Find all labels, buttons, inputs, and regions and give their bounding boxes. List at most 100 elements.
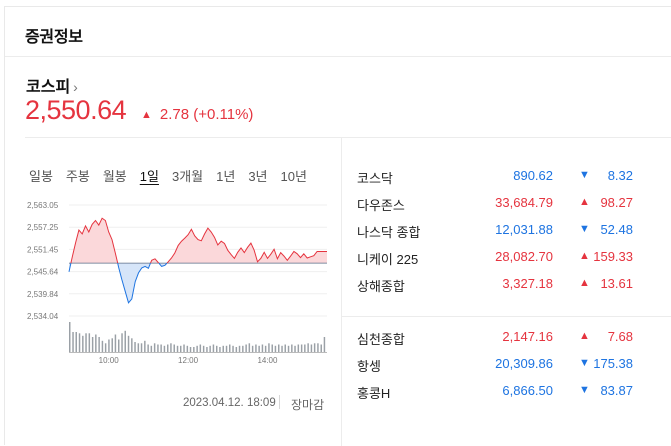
card-title: 증권정보 [25, 29, 83, 46]
volume-bar [167, 344, 169, 352]
volume-bar [251, 345, 254, 353]
volume-bar [131, 338, 133, 353]
down-triangle-icon: ▼ [579, 384, 590, 396]
volume-bar [222, 345, 224, 353]
volume-bar [72, 332, 74, 352]
volume-bar [137, 343, 140, 353]
volume-bar [144, 340, 146, 353]
market-row-hscei[interactable]: 홍콩H 6,866.50 ▼ 83.87 [357, 381, 657, 401]
volume-bar [160, 344, 162, 352]
market-value: 6,866.50 [502, 383, 553, 398]
chart-y-ticks: 2,563.05 2,557.25 2,551.45 2,545.64 2,539.84… [27, 201, 59, 321]
market-change: 159.33 [593, 249, 633, 264]
volume-bar [78, 333, 81, 353]
market-row-shenzhen[interactable]: 심천종합 2,147.16 ▲ 7.68 [357, 327, 657, 347]
section-divider [25, 137, 671, 138]
tab-daily-candle[interactable]: 일봉 [29, 169, 53, 184]
market-value: 890.62 [513, 168, 553, 183]
area-above-baseline [70, 218, 118, 264]
market-value: 2,147.16 [502, 329, 553, 344]
volume-bar [101, 340, 104, 353]
tab-3-months[interactable]: 3개월 [171, 169, 204, 184]
volume-bar [199, 344, 202, 352]
volume-bar [284, 344, 286, 352]
up-triangle-icon: ▲ [141, 109, 152, 121]
volume-bar [163, 345, 166, 353]
tab-weekly-candle[interactable]: 주봉 [65, 169, 90, 184]
volume-bar [216, 345, 218, 353]
timestamp: 2023.04.12. 18:09 [183, 397, 276, 409]
index-name-link[interactable]: 코스피 › [26, 73, 78, 97]
market-change: 52.48 [600, 222, 633, 237]
volume-bar [88, 333, 91, 353]
y-tick-label: 2,545.64 [27, 268, 59, 277]
volume-bar [287, 345, 290, 353]
market-row-hang-seng[interactable]: 항셍 20,309.86 ▼ 175.38 [357, 354, 657, 374]
volume-bar [307, 343, 309, 353]
index-name: 코스피 [26, 79, 71, 96]
volume-bar [91, 337, 94, 352]
volume-bar [173, 344, 175, 352]
market-row-shanghai[interactable]: 상해종합 3,327.18 ▲ 13.61 [357, 274, 657, 294]
volume-bar [278, 344, 280, 352]
down-triangle-icon: ▼ [579, 357, 590, 369]
chart-area-fill [69, 218, 327, 303]
tab-10-years[interactable]: 10년 [280, 169, 307, 184]
x-tick-label: 14:00 [257, 356, 278, 365]
market-change: 8.32 [607, 168, 633, 183]
volume-bar [114, 334, 117, 352]
column-divider [341, 138, 342, 446]
volume-bar [98, 337, 100, 352]
volume-bar [268, 343, 270, 353]
market-status: 장마감 [291, 398, 325, 412]
volume-bar [108, 339, 110, 352]
volume-bar [320, 344, 322, 352]
volume-bar [202, 345, 205, 353]
volume-bar [317, 343, 319, 353]
volume-bar [294, 345, 296, 353]
y-tick-label: 2,563.05 [27, 201, 59, 210]
tab-1-year[interactable]: 1년 [216, 169, 236, 184]
volume-bar [140, 343, 143, 353]
volume-bar [258, 345, 260, 353]
index-change-text: 2.78 (+0.11%) [159, 106, 254, 123]
volume-bar [124, 330, 126, 353]
market-name: 홍콩H [357, 386, 391, 401]
chart-line [68, 217, 327, 304]
volume-bar [170, 343, 172, 353]
market-change: 83.87 [600, 383, 633, 398]
volume-bar [127, 335, 130, 353]
intraday-chart: 2,563.05 2,557.25 2,551.45 2,545.64 2,539.84… [25, 193, 330, 368]
volume-bar [118, 339, 120, 352]
volume-bar [212, 344, 215, 352]
tab-1-day[interactable]: 1일 [139, 169, 159, 184]
volume-bar [121, 333, 123, 353]
volume-bar [323, 337, 326, 352]
volume-bar [297, 344, 300, 352]
stock-info-card: 증권정보 코스피 › 2,550.64 ▲ 2.78 (+0.11%) 일봉 주봉 … [4, 6, 671, 446]
chevron-right-icon: › [73, 79, 78, 95]
down-triangle-icon: ▼ [579, 223, 590, 235]
index-change: ▲ 2.78 (+0.11%) [141, 106, 253, 123]
market-row-nikkei[interactable]: 니케이 225 28,082.70 ▲ 159.33 [357, 247, 657, 267]
x-tick-label: 10:00 [99, 356, 120, 365]
volume-bar [69, 322, 71, 352]
up-triangle-icon: ▲ [579, 330, 590, 342]
volume-bar [281, 345, 283, 353]
market-change: 13.61 [600, 276, 633, 291]
volume-bar [147, 344, 149, 352]
volume-bar [242, 345, 244, 353]
volume-bar [271, 344, 273, 352]
tab-monthly-candle[interactable]: 월봉 [102, 169, 127, 184]
market-name: 니케이 225 [357, 252, 419, 267]
volume-bar [85, 333, 87, 353]
volume-bar [235, 347, 238, 352]
market-row-nasdaq[interactable]: 나스닥 종합 12,031.88 ▼ 52.48 [357, 220, 657, 240]
volume-bar [219, 347, 221, 352]
volume-bar [104, 343, 107, 353]
market-row-dow-jones[interactable]: 다우존스 33,684.79 ▲ 98.27 [357, 193, 657, 213]
market-row-kosdaq[interactable]: 코스닥 890.62 ▼ 8.32 [357, 166, 657, 186]
tab-3-years[interactable]: 3년 [248, 169, 268, 184]
market-value: 28,082.70 [495, 249, 553, 264]
price-line-up [70, 217, 119, 264]
